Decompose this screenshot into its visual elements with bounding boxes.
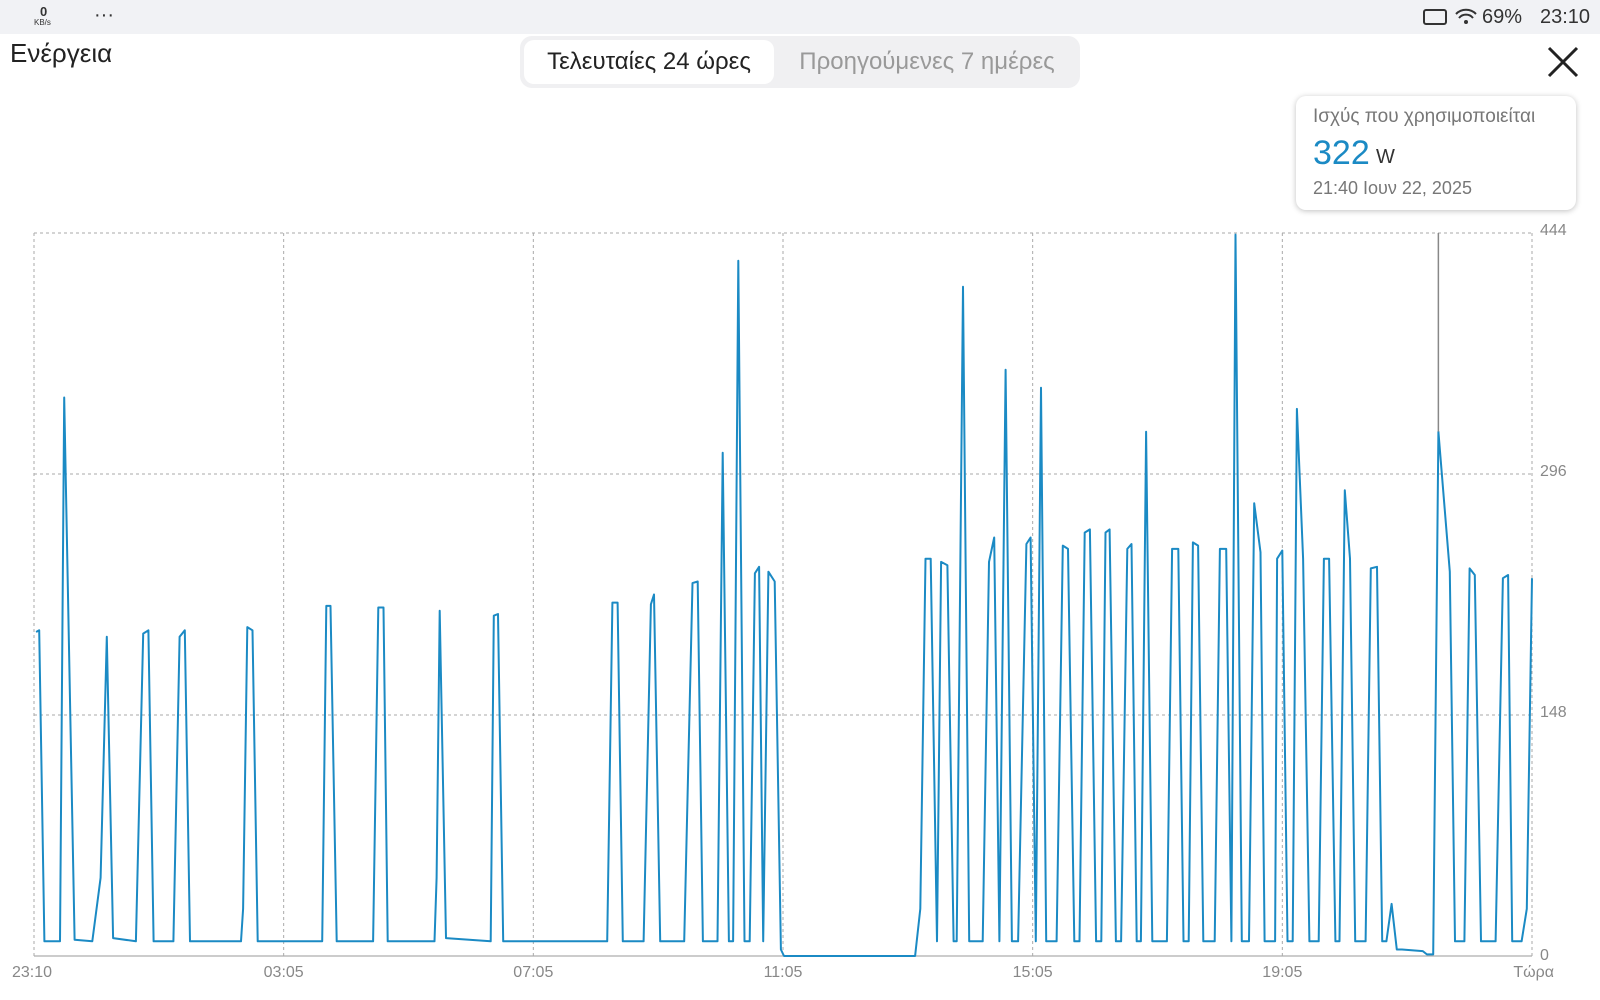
tab-7d[interactable]: Προηγούμενες 7 ημέρες bbox=[799, 48, 1055, 75]
y-tick-label: 444 bbox=[1540, 222, 1567, 239]
x-tick-label: 11:05 bbox=[764, 964, 803, 981]
y-tick-label: 0 bbox=[1540, 947, 1549, 964]
close-button[interactable] bbox=[1545, 44, 1581, 80]
tab-24h[interactable]: Τελευταίες 24 ώρες bbox=[524, 40, 774, 84]
wifi-icon bbox=[1455, 8, 1477, 19]
more-icon: ··· bbox=[94, 4, 114, 26]
net-rate: 0 bbox=[40, 4, 48, 19]
clock: 23:10 bbox=[1540, 6, 1591, 28]
tooltip-time: 21:40 Ιουν 22, 2025 bbox=[1313, 178, 1472, 198]
x-tick-label: Τώρα bbox=[1513, 964, 1554, 981]
power-line bbox=[35, 233, 1533, 957]
y-tick-label: 296 bbox=[1540, 463, 1567, 480]
status-bar: 0 KB/s ··· 69% 23:10 bbox=[0, 0, 1600, 34]
x-tick-label: 07:05 bbox=[513, 964, 553, 981]
wifi-dot bbox=[1464, 20, 1468, 24]
status-icons bbox=[1423, 8, 1477, 25]
x-tick-label: 23:10 bbox=[12, 964, 52, 981]
close-icon bbox=[1547, 46, 1579, 78]
x-tick-label: 19:05 bbox=[1262, 964, 1302, 981]
cast-icon bbox=[1423, 9, 1447, 25]
x-tick-label: 15:05 bbox=[1013, 964, 1053, 981]
page-title: Ενέργεια bbox=[10, 38, 113, 68]
x-tick-label: 03:05 bbox=[264, 964, 304, 981]
tooltip-value: 322 bbox=[1313, 134, 1370, 172]
net-unit: KB/s bbox=[34, 18, 51, 27]
tab-group: Τελευταίες 24 ώρες Προηγούμενες 7 ημέρες bbox=[520, 36, 1080, 88]
tooltip-unit: W bbox=[1376, 146, 1395, 168]
y-tick-label: 148 bbox=[1540, 704, 1567, 721]
battery: 69% bbox=[1482, 6, 1523, 28]
tooltip: Ισχύς που χρησιμοποιείται 322 W 21:40 Ιο… bbox=[1296, 96, 1576, 210]
tooltip-label: Ισχύς που χρησιμοποιείται bbox=[1313, 106, 1536, 127]
